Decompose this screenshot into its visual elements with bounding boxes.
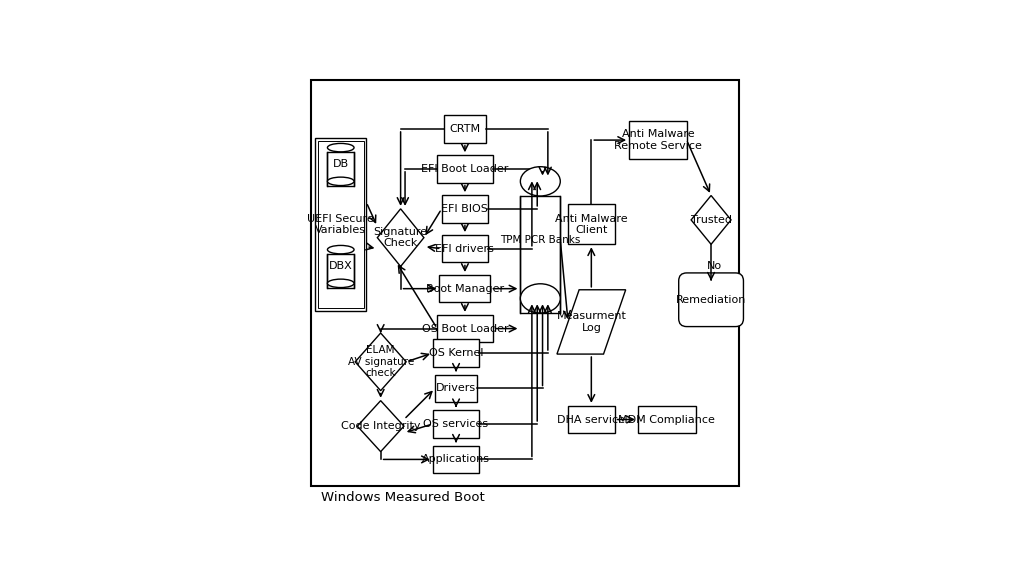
- Ellipse shape: [328, 143, 354, 152]
- Polygon shape: [357, 401, 403, 452]
- Text: ELAM
AV signature
check: ELAM AV signature check: [347, 345, 414, 378]
- Text: OS services: OS services: [424, 419, 488, 429]
- Ellipse shape: [328, 245, 354, 254]
- Bar: [437, 315, 493, 342]
- Text: Applications: Applications: [422, 454, 490, 464]
- Text: MDM Compliance: MDM Compliance: [618, 415, 715, 425]
- Text: DBX: DBX: [329, 262, 352, 271]
- Polygon shape: [377, 209, 424, 267]
- Bar: [435, 375, 477, 402]
- Polygon shape: [691, 195, 731, 244]
- Bar: [441, 235, 488, 263]
- Bar: [328, 152, 354, 185]
- Bar: [629, 121, 687, 159]
- Bar: [439, 275, 490, 302]
- Ellipse shape: [328, 279, 354, 287]
- Bar: [328, 254, 354, 287]
- Text: Code Integrity: Code Integrity: [341, 421, 421, 431]
- Bar: [568, 406, 614, 433]
- Text: DHA service: DHA service: [557, 415, 626, 425]
- Text: Boot Manager: Boot Manager: [426, 283, 504, 294]
- Polygon shape: [557, 290, 626, 354]
- Text: DB: DB: [333, 160, 349, 169]
- Ellipse shape: [520, 166, 560, 196]
- Text: Drivers: Drivers: [436, 384, 476, 393]
- Bar: [443, 115, 486, 143]
- Bar: [437, 155, 493, 183]
- Bar: [441, 195, 488, 222]
- Text: TPM PCR Banks: TPM PCR Banks: [500, 235, 581, 245]
- Text: EFI drivers: EFI drivers: [435, 244, 495, 254]
- Ellipse shape: [328, 177, 354, 185]
- Text: OS Boot Loader: OS Boot Loader: [422, 324, 508, 334]
- Ellipse shape: [520, 284, 560, 313]
- Text: OS Kernel: OS Kernel: [429, 348, 483, 358]
- Text: Trusted: Trusted: [690, 215, 731, 225]
- Text: Windows Measured Boot: Windows Measured Boot: [321, 491, 484, 503]
- Bar: [315, 138, 367, 311]
- Text: Anti Malware
Client: Anti Malware Client: [555, 214, 628, 235]
- FancyBboxPatch shape: [679, 273, 743, 327]
- Text: Measurment
Log: Measurment Log: [556, 311, 627, 333]
- Bar: [433, 446, 479, 473]
- Text: UEFI Secure
Variables: UEFI Secure Variables: [307, 214, 374, 235]
- Text: No: No: [707, 262, 722, 271]
- Text: CRTM: CRTM: [450, 124, 480, 134]
- Polygon shape: [355, 333, 407, 391]
- Bar: [433, 410, 479, 438]
- Text: EFI Boot Loader: EFI Boot Loader: [421, 164, 509, 174]
- Bar: [520, 196, 560, 313]
- Text: Remediation: Remediation: [676, 295, 746, 305]
- Bar: [317, 141, 364, 308]
- Bar: [568, 204, 614, 244]
- Bar: [638, 406, 695, 433]
- Text: EFI BIOS: EFI BIOS: [441, 204, 488, 214]
- Text: Anti Malware
Remote Service: Anti Malware Remote Service: [614, 129, 701, 151]
- Bar: [433, 339, 479, 367]
- Text: Signature
Check: Signature Check: [374, 227, 428, 248]
